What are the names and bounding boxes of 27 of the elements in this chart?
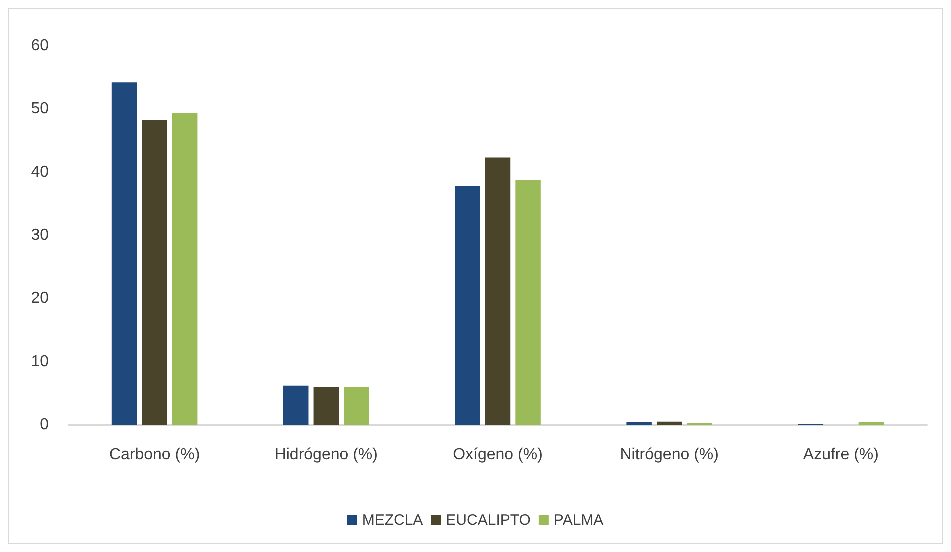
bar — [344, 387, 370, 425]
bar — [142, 120, 168, 425]
y-tick-label: 40 — [31, 164, 50, 181]
bar — [858, 422, 884, 425]
bar — [626, 422, 652, 425]
bar — [172, 112, 198, 425]
bar — [112, 82, 138, 425]
y-tick-label: 50 — [31, 100, 50, 118]
y-tick-label: 0 — [40, 416, 50, 434]
x-tick-label: Carbono (%) — [109, 446, 200, 464]
x-tick-label: Nitrógeno (%) — [620, 446, 719, 464]
x-tick-label: Hidrógeno (%) — [274, 446, 378, 464]
bar — [455, 186, 480, 425]
bar — [656, 422, 682, 425]
y-tick-label: 30 — [31, 227, 50, 244]
x-tick-label: Azufre (%) — [803, 446, 879, 464]
bar — [516, 180, 541, 425]
y-tick-label: 60 — [31, 38, 50, 54]
legend-label: EUCALIPTO — [446, 512, 531, 529]
y-tick-label: 20 — [31, 290, 50, 308]
bar — [485, 158, 511, 425]
bar — [314, 387, 340, 425]
bar — [284, 386, 309, 425]
y-tick-label: 10 — [31, 353, 50, 370]
legend-label: MEZCLA — [362, 512, 424, 529]
legend-label: PALMA — [554, 512, 604, 529]
x-tick-label: Oxígeno (%) — [453, 446, 543, 464]
